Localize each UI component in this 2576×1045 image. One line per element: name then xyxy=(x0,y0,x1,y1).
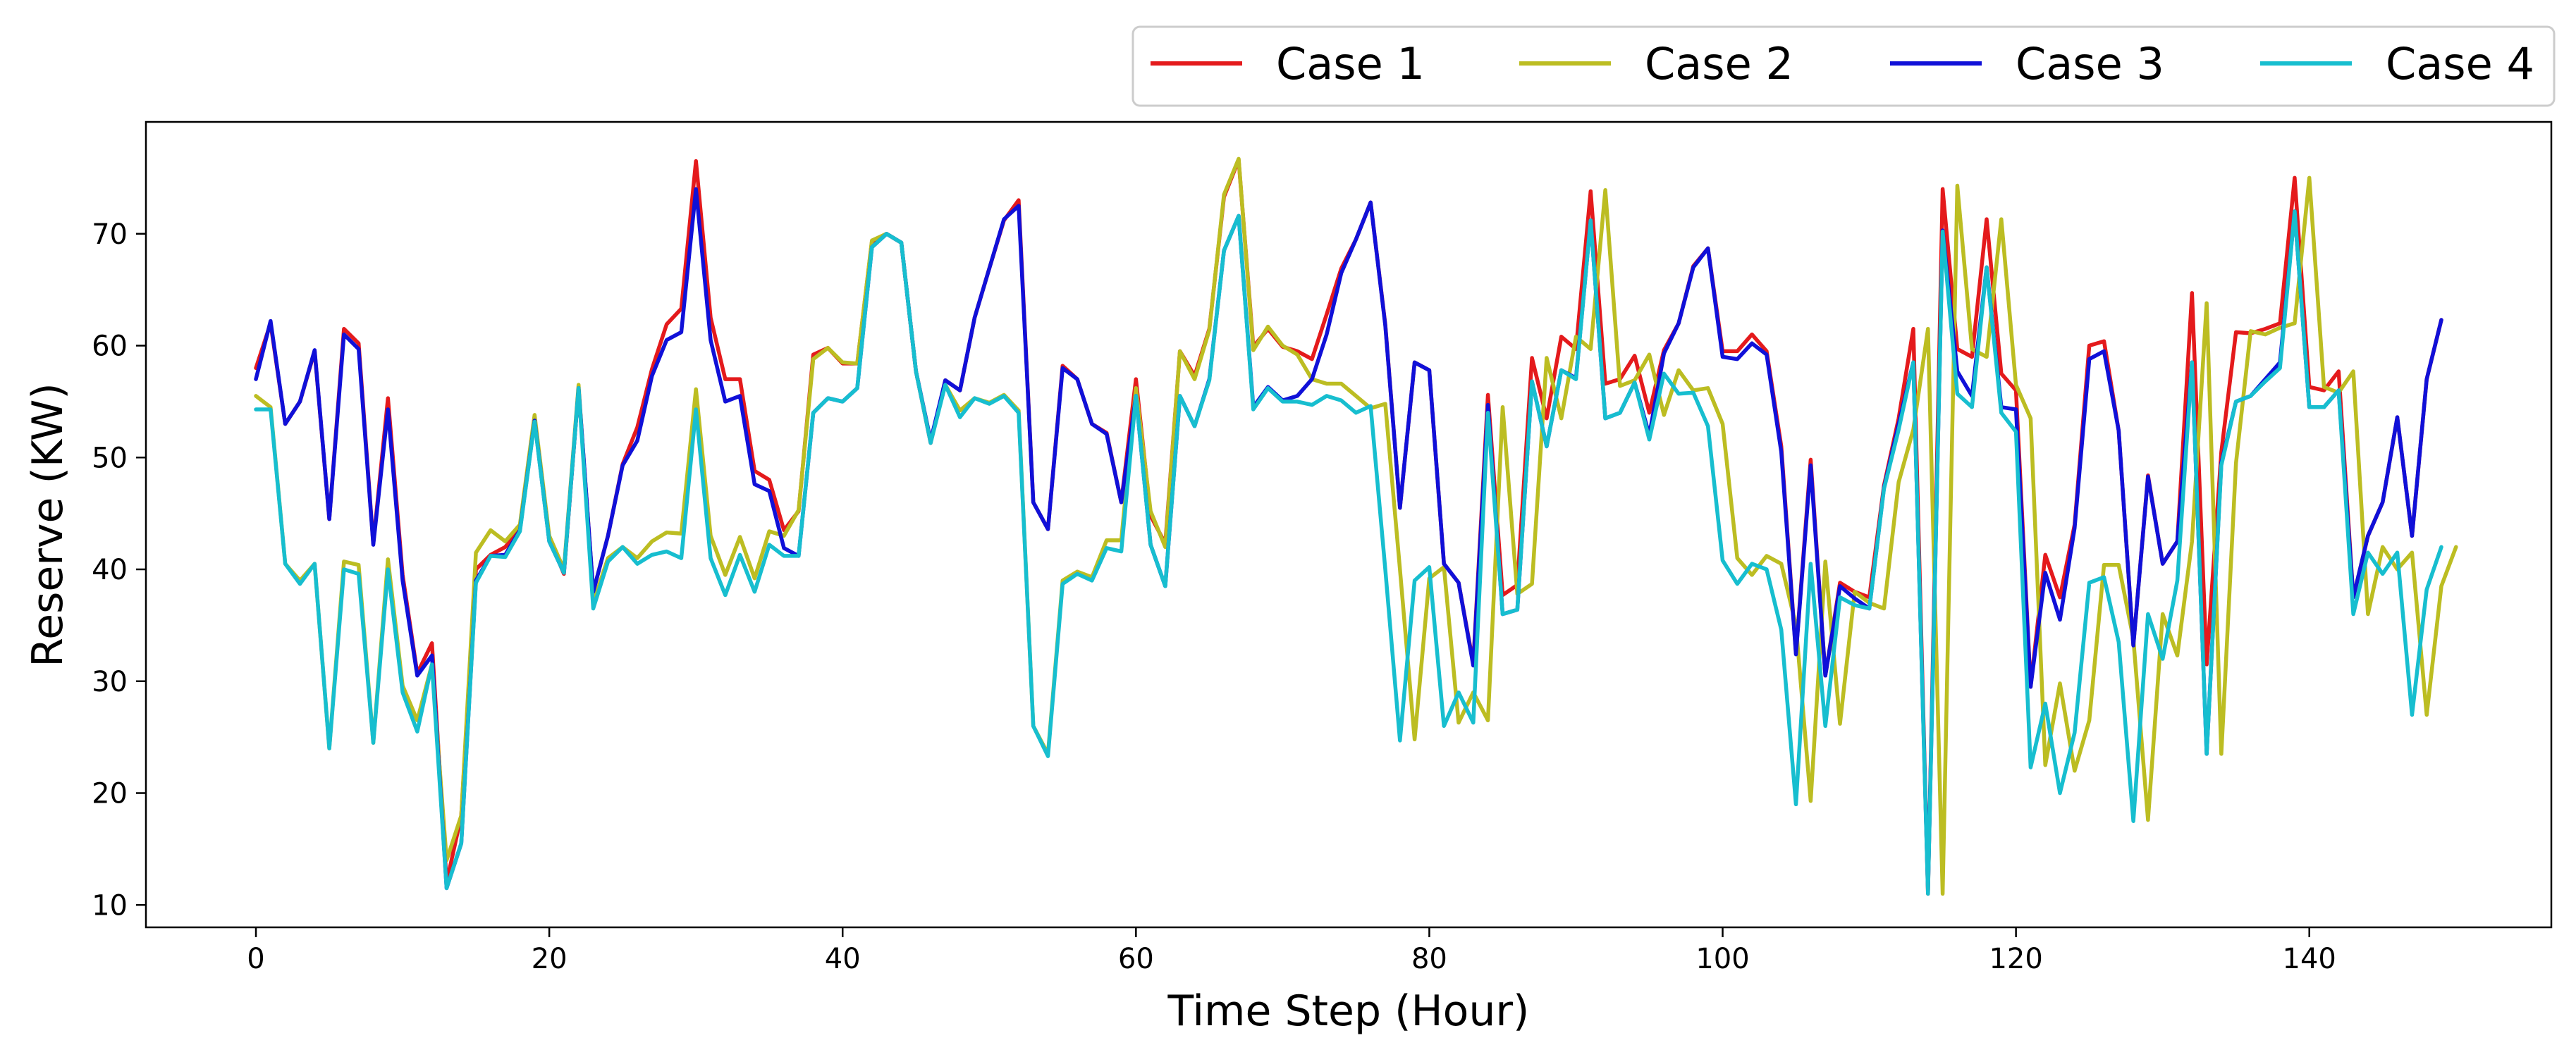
series-line-case-3 xyxy=(254,187,2443,893)
series-line-case-1 xyxy=(254,158,2443,896)
y-tick-label: 70 xyxy=(92,218,128,251)
y-tick-label: 30 xyxy=(92,666,128,698)
legend-label-case-1: Case 1 xyxy=(1276,38,1425,89)
x-axis-ticks: 0 20 40 60 80 100 120 140 xyxy=(247,927,2336,975)
legend-label-case-3: Case 3 xyxy=(2016,38,2164,89)
plot-frame xyxy=(145,120,2553,929)
legend-label-case-4: Case 4 xyxy=(2386,38,2534,89)
series-layer xyxy=(254,156,2458,896)
x-tick-label: 40 xyxy=(825,943,861,975)
y-tick-label: 40 xyxy=(92,554,128,586)
legend: Case 1 Case 2 Case 3 Case 4 xyxy=(1131,25,2556,107)
y-tick-label: 50 xyxy=(92,442,128,474)
x-tick-label: 120 xyxy=(1989,943,2042,975)
x-tick-label: 20 xyxy=(532,943,568,975)
series-line-case-4 xyxy=(254,209,2443,896)
y-tick-label: 20 xyxy=(92,778,128,810)
x-tick-label: 100 xyxy=(1695,943,1749,975)
y-tick-label: 60 xyxy=(92,330,128,363)
x-axis-label: Time Step (Hour) xyxy=(1167,987,1530,1036)
x-tick-label: 80 xyxy=(1411,943,1447,975)
legend-box xyxy=(1131,25,2556,107)
legend-label-case-2: Case 2 xyxy=(1645,38,1793,89)
y-tick-label: 10 xyxy=(92,889,128,922)
y-axis-ticks: 10 20 30 40 50 60 70 xyxy=(92,218,146,922)
x-tick-label: 60 xyxy=(1118,943,1154,975)
x-tick-label: 0 xyxy=(247,943,264,975)
y-axis-label: Reserve (KW) xyxy=(23,383,73,667)
x-tick-label: 140 xyxy=(2283,943,2336,975)
